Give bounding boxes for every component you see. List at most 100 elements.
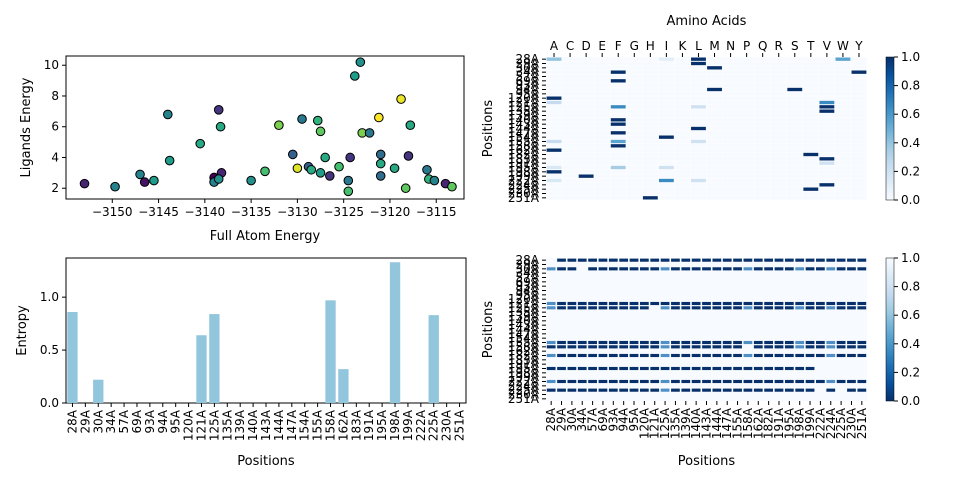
heatmap-cell: [674, 121, 691, 127]
heatmap-cell: [850, 61, 868, 66]
heatmap-cell: [754, 182, 771, 188]
heatmap-cell-filled: [691, 306, 701, 310]
heatmap-cell: [834, 126, 852, 131]
heatmap-cell: [610, 126, 627, 131]
heatmap-cell: [610, 65, 627, 71]
heatmap-cell-filled: [588, 306, 597, 310]
x-tick-label: −3145: [138, 205, 179, 219]
heatmap-cell-filled: [784, 340, 794, 345]
heatmap-cell: [577, 126, 595, 131]
heatmap-cell: [594, 74, 611, 79]
heatmap-cell-filled: [819, 100, 835, 105]
heatmap-cell: [658, 104, 675, 110]
heatmap-cell-filled: [629, 258, 639, 262]
heatmap-cell: [545, 82, 563, 88]
heatmap-cell: [642, 82, 659, 88]
heatmap-cell: [738, 182, 755, 188]
heatmap-cell: [754, 152, 771, 157]
x-tick-label: M: [709, 39, 719, 53]
heatmap-cell-filled: [639, 366, 649, 371]
y-tick-label: 191A: [508, 357, 540, 371]
heatmap-cell: [706, 56, 723, 62]
heatmap-cell: [561, 152, 579, 157]
heatmap-cell: [786, 121, 803, 127]
y-tick-label: 224A: [508, 379, 540, 393]
heatmap-cell: [770, 87, 787, 92]
y-tick-label: 57A: [516, 271, 540, 285]
heatmap-cell-filled: [588, 366, 597, 371]
heatmap-cell-filled: [826, 345, 836, 349]
heatmap-cell: [545, 195, 563, 201]
heatmap-cell-filled: [733, 345, 742, 349]
heatmap-cell-filled: [712, 379, 722, 384]
heatmap-cell-filled: [546, 306, 556, 310]
heatmap-cell-filled: [753, 258, 763, 262]
colorbar-tick-label: 0.4: [901, 136, 920, 150]
heatmap-cell: [850, 182, 868, 188]
heatmap-cell: [690, 152, 707, 157]
heatmap-cell: [594, 182, 611, 188]
heatmap-cell: [770, 191, 787, 196]
heatmap-cell-filled: [816, 267, 825, 271]
y-tick-label: 95A: [516, 288, 540, 302]
heatmap-cell: [850, 78, 868, 84]
heatmap-cell: [802, 147, 819, 153]
heatmap-cell: [722, 113, 739, 118]
heatmap-cell-filled: [803, 152, 819, 157]
heatmap-cell-filled: [660, 340, 670, 345]
scatter-point: [306, 164, 317, 175]
heatmap-cell-filled: [847, 267, 856, 271]
x-tick-label: 120A: [182, 409, 196, 441]
heatmap-cell: [577, 91, 595, 97]
heatmap-cell-filled: [805, 306, 815, 310]
heatmap-cell: [770, 121, 787, 127]
heatmap-cell: [802, 121, 819, 127]
heatmap-cell: [722, 87, 739, 92]
heatmap-cell: [738, 178, 755, 183]
scatter-point: [312, 115, 323, 126]
heatmap-cell: [594, 100, 611, 105]
heatmap-cell: [834, 143, 852, 149]
heatmap-cell: [802, 191, 819, 196]
x-tick-label: 147A: [285, 409, 299, 441]
heatmap-cell-filled: [816, 345, 825, 349]
heatmap-cell: [754, 74, 771, 79]
heatmap-cell-filled: [598, 366, 608, 371]
heatmap-cell-filled: [658, 165, 674, 170]
heatmap-cell: [594, 87, 611, 92]
heatmap-cell-filled: [753, 345, 763, 349]
scatter-point: [334, 161, 344, 172]
heatmap-cell-filled: [712, 345, 722, 349]
heatmap-cell: [802, 74, 819, 79]
heatmap-cell: [802, 134, 819, 140]
heatmap-cell: [545, 61, 563, 66]
heatmap-cell: [706, 82, 723, 88]
heatmap-cell-filled: [619, 345, 629, 349]
heatmap-cell: [850, 195, 868, 201]
heatmap-cell: [674, 104, 691, 110]
heatmap-cell: [674, 117, 691, 123]
y-tick-label: 225A: [508, 383, 540, 397]
heatmap-cell: [561, 160, 579, 166]
x-tick-label: 158A: [741, 407, 755, 439]
heatmap-cell-filled: [557, 306, 566, 310]
heatmap-cell: [577, 95, 595, 101]
x-tick-label: 139A: [679, 407, 693, 439]
heatmap-cell: [577, 78, 595, 84]
heatmap-cell-filled: [722, 345, 732, 349]
heatmap-cell: [690, 117, 707, 123]
y-tick-label: 135A: [508, 305, 540, 319]
heatmap-cell-filled: [805, 340, 815, 345]
heatmap-cell: [802, 130, 819, 136]
heatmap-cell: [754, 126, 771, 131]
heatmap-cell-filled: [857, 345, 867, 349]
x-tick-label: 125A: [207, 409, 221, 441]
x-tick-label: −3120: [370, 205, 411, 219]
heatmap-cell-filled: [639, 267, 649, 271]
heatmap-cell: [594, 156, 611, 162]
heatmap-cell: [738, 121, 755, 127]
x-tick-label: 69A: [596, 407, 610, 431]
heatmap-cell: [738, 61, 755, 66]
heatmap-cell-filled: [546, 57, 562, 61]
heatmap-cell: [802, 95, 819, 101]
